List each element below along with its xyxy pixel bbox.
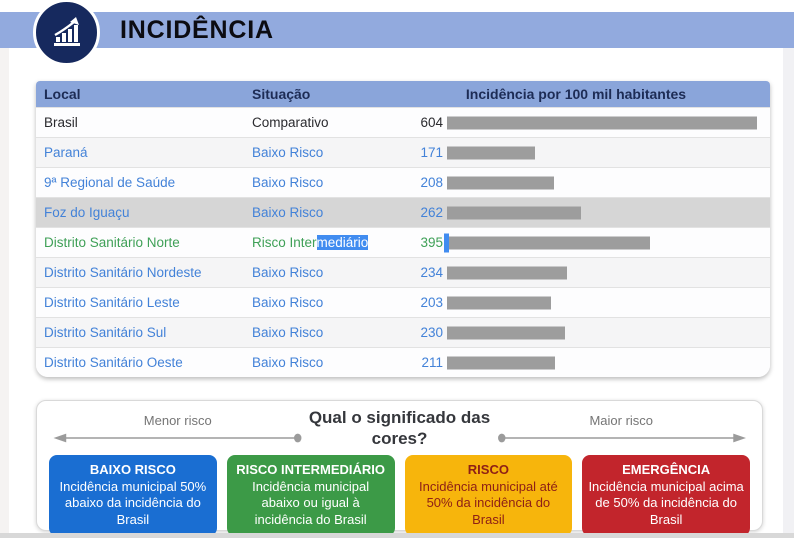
table-row-foz-do-iguacu[interactable]: Foz do Iguaçu Baixo Risco 262 xyxy=(36,197,770,227)
table-row-brasil[interactable]: Brasil Comparativo 604 xyxy=(36,107,770,137)
situacao-cell: Baixo Risco xyxy=(252,145,324,160)
value-cell: 234 xyxy=(420,265,443,280)
legend-box-title: EMERGÊNCIA xyxy=(622,462,711,477)
legend-boxes: BAIXO RISCO Incidência municipal 50% aba… xyxy=(49,455,750,536)
bar-chart-glyph xyxy=(53,16,80,46)
local-cell: Distrito Sanitário Leste xyxy=(44,295,180,310)
value-cell: 262 xyxy=(420,205,443,220)
situacao-cell: Risco Intermediário xyxy=(252,235,382,250)
legend-box-baixo-risco: BAIXO RISCO Incidência municipal 50% aba… xyxy=(49,455,217,536)
page-title: INCIDÊNCIA xyxy=(120,16,274,44)
value-cell: 203 xyxy=(420,295,443,310)
legend-box-description: Incidência municipal 50% abaixo da incid… xyxy=(59,478,207,527)
bar-area xyxy=(443,168,770,197)
situacao-cell: Baixo Risco xyxy=(252,265,324,280)
bar-area xyxy=(443,108,770,137)
legend-box-risco: RISCO Incidência municipal até 50% da in… xyxy=(404,455,573,536)
legend-card: Menor risco Qual o significado das cores… xyxy=(36,400,763,536)
incidence-table: Local Situação Incidência por 100 mil ha… xyxy=(36,81,770,377)
bar-area xyxy=(443,198,770,227)
bar-area xyxy=(443,288,770,317)
value-bar xyxy=(447,236,650,249)
maior-risco-label: Maior risco xyxy=(589,413,654,428)
maior-risco-block: Maior risco xyxy=(495,407,749,445)
local-cell: Distrito Sanitário Norte xyxy=(44,235,180,250)
table-row-distrito-oeste[interactable]: Distrito Sanitário Oeste Baixo Risco 211 xyxy=(36,347,770,377)
legend-title: Qual o significado das cores? xyxy=(308,408,491,449)
left-margin xyxy=(0,48,9,538)
value-cell: 171 xyxy=(420,145,443,160)
legend-header: Menor risco Qual o significado das cores… xyxy=(37,401,762,450)
local-cell: 9ª Regional de Saúde xyxy=(44,175,176,190)
bar-chart-growth-icon xyxy=(33,0,100,66)
column-header-situacao[interactable]: Situação xyxy=(252,86,311,102)
legend-box-description: Incidência municipal acima de 50% da inc… xyxy=(588,478,744,527)
value-cell: 395 xyxy=(420,235,443,250)
table-row-distrito-sul[interactable]: Distrito Sanitário Sul Baixo Risco 230 xyxy=(36,317,770,347)
right-arrow-icon xyxy=(497,433,746,443)
situacao-cell: Baixo Risco xyxy=(252,175,324,190)
table-row-parana[interactable]: Paraná Baixo Risco 171 xyxy=(36,137,770,167)
column-header-incidencia[interactable]: Incidência por 100 mil habitantes xyxy=(465,86,687,102)
local-cell: Paraná xyxy=(44,145,88,160)
value-bar xyxy=(447,176,554,189)
legend-box-title: RISCO INTERMEDIÁRIO xyxy=(236,462,386,477)
bottom-scroll-edge xyxy=(0,533,794,538)
selected-text: mediário xyxy=(316,235,369,250)
text-selection-caret xyxy=(444,233,449,252)
value-bar xyxy=(447,146,535,159)
value-bar xyxy=(447,296,552,309)
local-cell: Distrito Sanitário Oeste xyxy=(44,355,183,370)
legend-box-title: RISCO xyxy=(467,462,509,477)
bar-area xyxy=(443,348,770,377)
header-banner xyxy=(0,12,794,48)
value-cell: 208 xyxy=(420,175,443,190)
bar-area xyxy=(443,258,770,287)
table-row-9-regional[interactable]: 9ª Regional de Saúde Baixo Risco 208 xyxy=(36,167,770,197)
menor-risco-block: Menor risco xyxy=(51,407,305,445)
column-header-local[interactable]: Local xyxy=(44,86,81,102)
situacao-cell: Baixo Risco xyxy=(252,205,324,220)
value-cell: 604 xyxy=(420,115,443,130)
value-bar xyxy=(447,116,757,129)
table-row-distrito-leste[interactable]: Distrito Sanitário Leste Baixo Risco 203 xyxy=(36,287,770,317)
legend-box-risco-intermediario: RISCO INTERMEDIÁRIO Incidência municipal… xyxy=(226,455,395,536)
local-cell: Brasil xyxy=(44,115,78,130)
bar-area xyxy=(443,228,770,257)
value-bar xyxy=(447,266,568,279)
table-row-distrito-nordeste[interactable]: Distrito Sanitário Nordeste Baixo Risco … xyxy=(36,257,770,287)
bar-area xyxy=(443,138,770,167)
local-cell: Distrito Sanitário Sul xyxy=(44,325,167,340)
left-arrow-icon xyxy=(53,433,302,443)
situacao-cell: Baixo Risco xyxy=(252,325,324,340)
situacao-cell: Baixo Risco xyxy=(252,295,324,310)
local-cell: Distrito Sanitário Nordeste xyxy=(44,265,202,280)
menor-risco-label: Menor risco xyxy=(143,413,212,428)
bar-area xyxy=(443,318,770,347)
table-header-row: Local Situação Incidência por 100 mil ha… xyxy=(36,81,770,107)
situacao-cell: Comparativo xyxy=(252,115,329,130)
value-cell: 211 xyxy=(421,355,443,370)
value-bar xyxy=(447,356,556,369)
situacao-cell: Baixo Risco xyxy=(252,355,324,370)
legend-box-description: Incidência municipal abaixo ou igual à i… xyxy=(252,478,370,527)
situacao-text: Risco Inter xyxy=(252,235,317,250)
local-cell: Foz do Iguaçu xyxy=(44,205,130,220)
value-bar xyxy=(447,326,566,339)
legend-box-description: Incidência municipal até 50% da incidênc… xyxy=(419,478,558,527)
right-margin xyxy=(783,48,794,538)
value-cell: 230 xyxy=(420,325,443,340)
legend-box-title: BAIXO RISCO xyxy=(89,462,176,477)
table-row-distrito-norte[interactable]: Distrito Sanitário Norte Risco Intermedi… xyxy=(36,227,770,257)
value-bar xyxy=(447,206,582,219)
legend-box-emergencia: EMERGÊNCIA Incidência municipal acima de… xyxy=(582,455,750,536)
